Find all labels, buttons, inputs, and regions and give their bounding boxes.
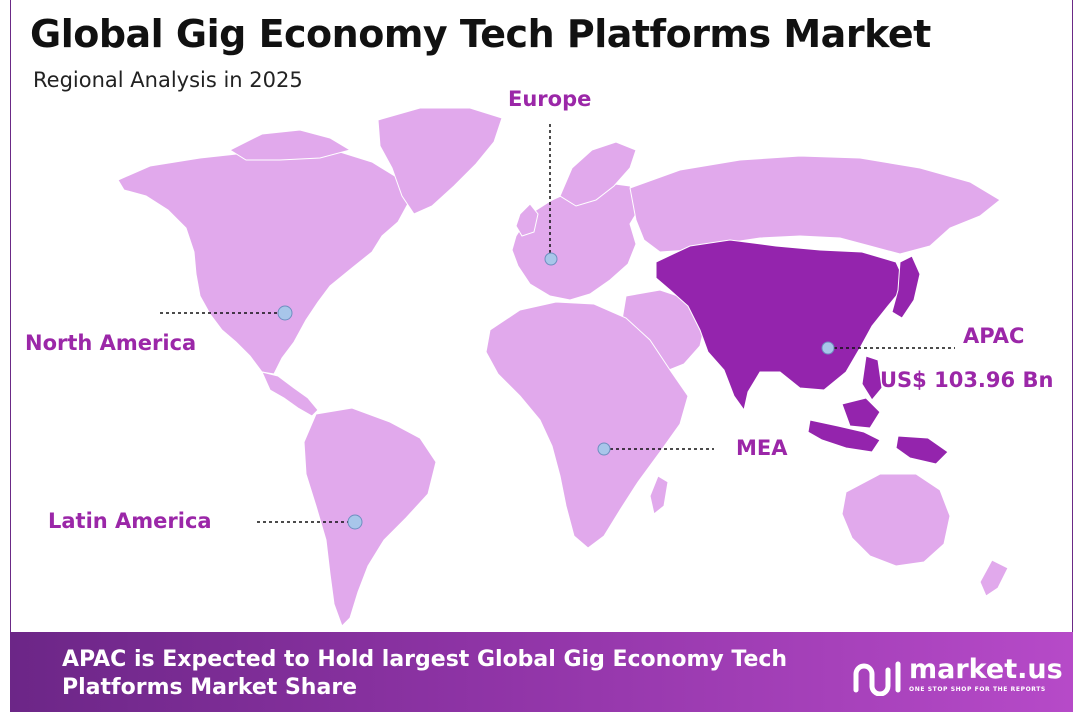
europe-marker: [544, 252, 558, 266]
key-insight-banner: APAC is Expected to Hold largest Global …: [10, 632, 1073, 712]
apac-marker: [821, 341, 835, 355]
mea-marker: [597, 442, 611, 456]
brand-tagline: ONE STOP SHOP FOR THE REPORTS: [909, 686, 1046, 693]
leader-lines: [160, 124, 955, 523]
region-markers: [277, 252, 835, 530]
philippines-landmass: [861, 355, 883, 401]
japan-landmass: [891, 255, 921, 319]
land-masses: [117, 107, 1009, 627]
australia-landmass: [841, 473, 951, 567]
apac-value-label: US$ 103.96 Bn: [880, 368, 1054, 392]
north-america-landmass: [117, 149, 411, 375]
page-subtitle: Regional Analysis in 2025: [33, 68, 303, 92]
new-guinea-landmass: [895, 435, 949, 465]
arctic-islands-landmass: [228, 129, 352, 161]
latin-america-marker: [347, 514, 363, 530]
africa-landmass: [485, 301, 689, 549]
apac-highlight: [655, 239, 949, 465]
south-america-landmass: [303, 407, 437, 627]
madagascar-landmass: [649, 475, 669, 515]
uk-landmass: [515, 203, 539, 237]
indonesia-landmass: [807, 419, 881, 453]
europe-label: Europe: [508, 87, 592, 111]
north-asia-landmass: [629, 155, 1001, 255]
scandinavia-landmass: [559, 141, 637, 207]
north-america-label: North America: [25, 331, 197, 355]
latin-america-label: Latin America: [48, 509, 212, 533]
market-us-logo-icon: [853, 661, 901, 696]
key-insight-text: APAC is Expected to Hold largest Global …: [62, 647, 788, 700]
borneo-landmass: [841, 397, 881, 429]
greenland-landmass: [377, 107, 503, 215]
world-map: [117, 107, 1009, 627]
page-title: Global Gig Economy Tech Platforms Market: [30, 12, 931, 56]
apac-mainland-landmass: [655, 239, 907, 412]
mea-label: MEA: [736, 436, 788, 460]
central-america-landmass: [261, 371, 319, 417]
market-us-brand[interactable]: market.us ONE STOP SHOP FOR THE REPORTS: [851, 654, 1063, 700]
brand-name: market.us: [909, 654, 1063, 685]
apac-label: APAC: [963, 324, 1025, 348]
north-america-marker: [277, 305, 293, 321]
new-zealand-landmass: [979, 559, 1009, 597]
